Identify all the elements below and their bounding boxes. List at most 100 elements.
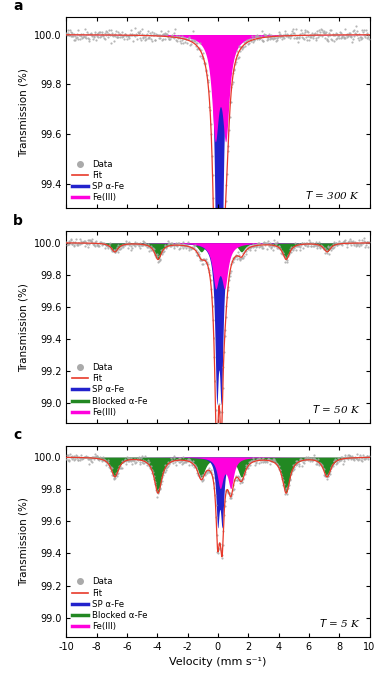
Point (339, 452, 345, 463)
Point (157, 254, 163, 265)
Point (74, 28, 80, 39)
Point (343, 238, 349, 249)
Point (237, 477, 243, 488)
Point (334, 457, 340, 468)
Point (80, 236, 86, 247)
Point (160, 29, 166, 40)
Point (255, 31, 261, 42)
Point (74, 238, 80, 249)
Point (203, 64, 209, 75)
Point (122, 455, 128, 466)
Point (180, 242, 186, 253)
Point (72, 236, 78, 247)
Point (338, 238, 344, 249)
Point (88, 27, 94, 38)
Point (104, 241, 110, 252)
Point (152, 248, 158, 259)
Point (356, 29, 362, 40)
Point (213, 499, 219, 510)
Point (225, 284, 231, 295)
Point (121, 240, 127, 251)
Point (310, 454, 316, 465)
Point (364, 32, 370, 43)
Point (238, 42, 244, 53)
Point (240, 472, 246, 483)
Point (190, 455, 196, 466)
Point (260, 36, 266, 47)
Point (114, 32, 120, 43)
Point (287, 244, 293, 255)
Point (230, 76, 236, 87)
Point (345, 29, 351, 40)
Point (294, 240, 300, 251)
Point (118, 462, 124, 473)
Point (157, 253, 163, 264)
Point (348, 453, 354, 464)
Point (239, 477, 245, 488)
Point (362, 32, 368, 43)
Point (328, 241, 334, 252)
Point (141, 237, 147, 248)
Point (208, 274, 214, 285)
Point (363, 451, 370, 462)
Point (176, 31, 182, 42)
Point (216, 399, 222, 410)
Point (183, 240, 190, 251)
Point (78, 236, 85, 247)
Point (173, 34, 179, 45)
Point (318, 23, 324, 34)
Point (230, 484, 236, 495)
Point (312, 28, 318, 39)
Point (174, 454, 180, 465)
Point (365, 32, 371, 43)
Point (213, 432, 219, 443)
Point (71, 239, 77, 250)
Point (200, 475, 207, 486)
Point (304, 35, 310, 46)
Y-axis label: Transmission (%): Transmission (%) (19, 283, 28, 371)
Point (316, 25, 322, 36)
Point (262, 454, 268, 465)
Point (318, 458, 324, 469)
Point (262, 456, 268, 467)
Point (220, 540, 226, 551)
Point (159, 247, 165, 258)
Point (334, 457, 340, 468)
Point (321, 27, 327, 38)
Point (135, 27, 141, 38)
Point (351, 239, 357, 250)
Point (334, 239, 340, 250)
Point (271, 453, 277, 464)
Point (83, 451, 89, 462)
Point (207, 266, 213, 277)
Point (281, 479, 287, 490)
Point (212, 490, 218, 501)
Point (105, 455, 111, 466)
Point (132, 23, 138, 34)
Point (128, 24, 134, 35)
Point (138, 28, 144, 39)
Point (132, 458, 138, 469)
Point (264, 238, 270, 249)
Point (69, 238, 75, 249)
Point (215, 404, 221, 415)
Point (315, 32, 321, 42)
Point (243, 248, 249, 259)
Point (307, 29, 313, 40)
Point (362, 451, 368, 462)
Point (228, 493, 234, 503)
Point (72, 238, 78, 249)
Point (266, 453, 272, 464)
Point (312, 240, 318, 251)
Point (265, 32, 271, 42)
Point (128, 453, 134, 464)
Point (130, 36, 136, 47)
Point (188, 38, 194, 49)
Point (123, 236, 129, 247)
Point (185, 456, 191, 467)
Point (320, 463, 326, 474)
Point (358, 454, 364, 465)
Point (293, 459, 299, 470)
Point (288, 468, 294, 479)
Point (72, 31, 78, 42)
